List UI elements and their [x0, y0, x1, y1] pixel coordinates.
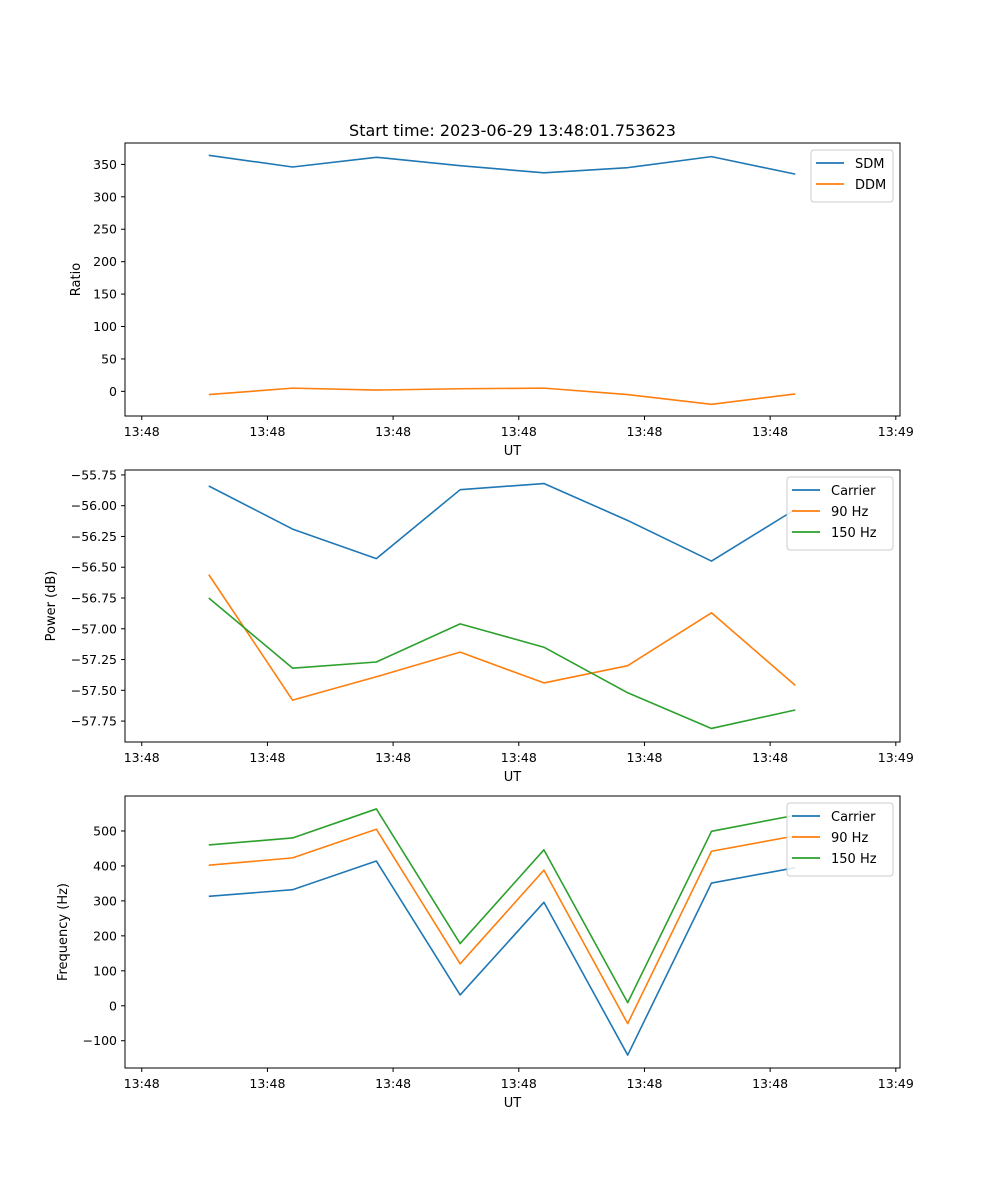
- x-tick-label: 13:48: [375, 1076, 411, 1091]
- y-tick-label: −56.00: [71, 498, 117, 513]
- x-tick-label: 13:49: [878, 424, 914, 439]
- x-tick-label: 13:48: [249, 424, 285, 439]
- legend-label: SDM: [855, 157, 884, 172]
- x-tick-label: 13:48: [626, 424, 662, 439]
- y-tick-label: 0: [109, 384, 117, 399]
- x-tick-label: 13:48: [375, 424, 411, 439]
- legend-label: 150 Hz: [831, 852, 877, 867]
- y-tick-label: 200: [93, 254, 117, 269]
- legend-label: Carrier: [831, 810, 876, 825]
- series-line-ddm: [208, 387, 796, 406]
- x-tick-label: 13:48: [752, 1076, 788, 1091]
- series-line-carrier: [208, 482, 796, 562]
- y-tick-label: 0: [109, 998, 117, 1013]
- subplot-1: 13:48 13:48 13:48 13:48 13:48 13:48 13:49 0 50 10…: [69, 142, 914, 459]
- y-tick-label: 300: [93, 189, 117, 204]
- legend-label: 90 Hz: [831, 831, 868, 846]
- y-tick-label: −57.50: [71, 683, 117, 698]
- y-tick-label: −56.75: [71, 591, 117, 606]
- x-tick-label: 13:48: [249, 750, 285, 765]
- x-tick-label: 13:49: [878, 750, 914, 765]
- y-tick-label: −55.75: [71, 467, 117, 482]
- x-tick-label: 13:49: [878, 1076, 914, 1091]
- legend-label: 90 Hz: [831, 505, 868, 520]
- subplot-stack: 13:48 13:48 13:48 13:48 13:48 13:48 13:49 0 50 10…: [44, 142, 914, 1111]
- series-line-sdm: [208, 154, 796, 175]
- y-tick-label: 100: [93, 319, 117, 334]
- x-tick-label: 13:48: [249, 1076, 285, 1091]
- x-tick-label: 13:48: [124, 424, 160, 439]
- x-axis-label: UT: [504, 444, 522, 459]
- series-line-150-hz: [208, 597, 796, 730]
- series-line-90-hz: [208, 828, 796, 1025]
- series-line-90-hz: [208, 574, 796, 701]
- x-tick-label: 13:48: [752, 424, 788, 439]
- x-tick-label: 13:48: [124, 1076, 160, 1091]
- axes-frame: [124, 795, 901, 1069]
- y-tick-label: 500: [93, 823, 117, 838]
- x-axis-label: UT: [504, 1096, 522, 1111]
- subplot-3: 13:48 13:48 13:48 13:48 13:48 13:48 13:49 −100 0…: [56, 795, 914, 1111]
- y-axis-label: Frequency (Hz): [56, 883, 71, 981]
- y-tick-label: 350: [93, 157, 117, 172]
- y-tick-label: 300: [93, 893, 117, 908]
- subplot-2: 13:48 13:48 13:48 13:48 13:48 13:48 13:49 −57.7…: [44, 467, 914, 785]
- y-tick-label: 200: [93, 928, 117, 943]
- y-tick-label: 150: [93, 287, 117, 302]
- y-tick-label: 100: [93, 963, 117, 978]
- x-axis-label: UT: [504, 770, 522, 785]
- x-tick-label: 13:48: [752, 750, 788, 765]
- x-tick-label: 13:48: [626, 1076, 662, 1091]
- x-tick-label: 13:48: [501, 424, 537, 439]
- y-tick-label: −57.00: [71, 621, 117, 636]
- y-tick-label: −100: [83, 1033, 117, 1048]
- legend-label: 150 Hz: [831, 526, 877, 541]
- y-tick-label: 50: [101, 351, 117, 366]
- y-tick-label: −57.75: [71, 714, 117, 729]
- legend: Carrier 90 Hz 150 Hz: [786, 802, 894, 877]
- x-tick-label: 13:48: [501, 750, 537, 765]
- series-line-150-hz: [208, 808, 796, 1004]
- y-axis-label: Power (dB): [44, 571, 59, 642]
- x-tick-label: 13:48: [626, 750, 662, 765]
- y-tick-label: 400: [93, 858, 117, 873]
- y-axis-label: Ratio: [69, 263, 84, 296]
- legend-label: Carrier: [831, 484, 876, 499]
- series-line-carrier: [208, 860, 796, 1056]
- axes-frame: [124, 142, 901, 417]
- x-tick-label: 13:48: [501, 1076, 537, 1091]
- legend: SDM DDM: [810, 149, 894, 203]
- axes-frame: [124, 469, 901, 743]
- legend-label: DDM: [855, 178, 886, 193]
- y-tick-label: −57.25: [71, 652, 117, 667]
- y-tick-label: 250: [93, 222, 117, 237]
- y-tick-label: −56.50: [71, 560, 117, 575]
- legend: Carrier 90 Hz 150 Hz: [786, 476, 894, 551]
- x-tick-label: 13:48: [124, 750, 160, 765]
- x-tick-label: 13:48: [375, 750, 411, 765]
- y-tick-label: −56.25: [71, 529, 117, 544]
- figure-title: Start time: 2023-06-29 13:48:01.753623: [349, 121, 676, 140]
